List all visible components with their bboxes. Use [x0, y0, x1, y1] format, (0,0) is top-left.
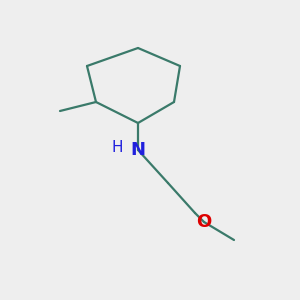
Text: H: H: [111, 140, 123, 154]
Text: N: N: [130, 141, 146, 159]
Text: O: O: [196, 213, 211, 231]
